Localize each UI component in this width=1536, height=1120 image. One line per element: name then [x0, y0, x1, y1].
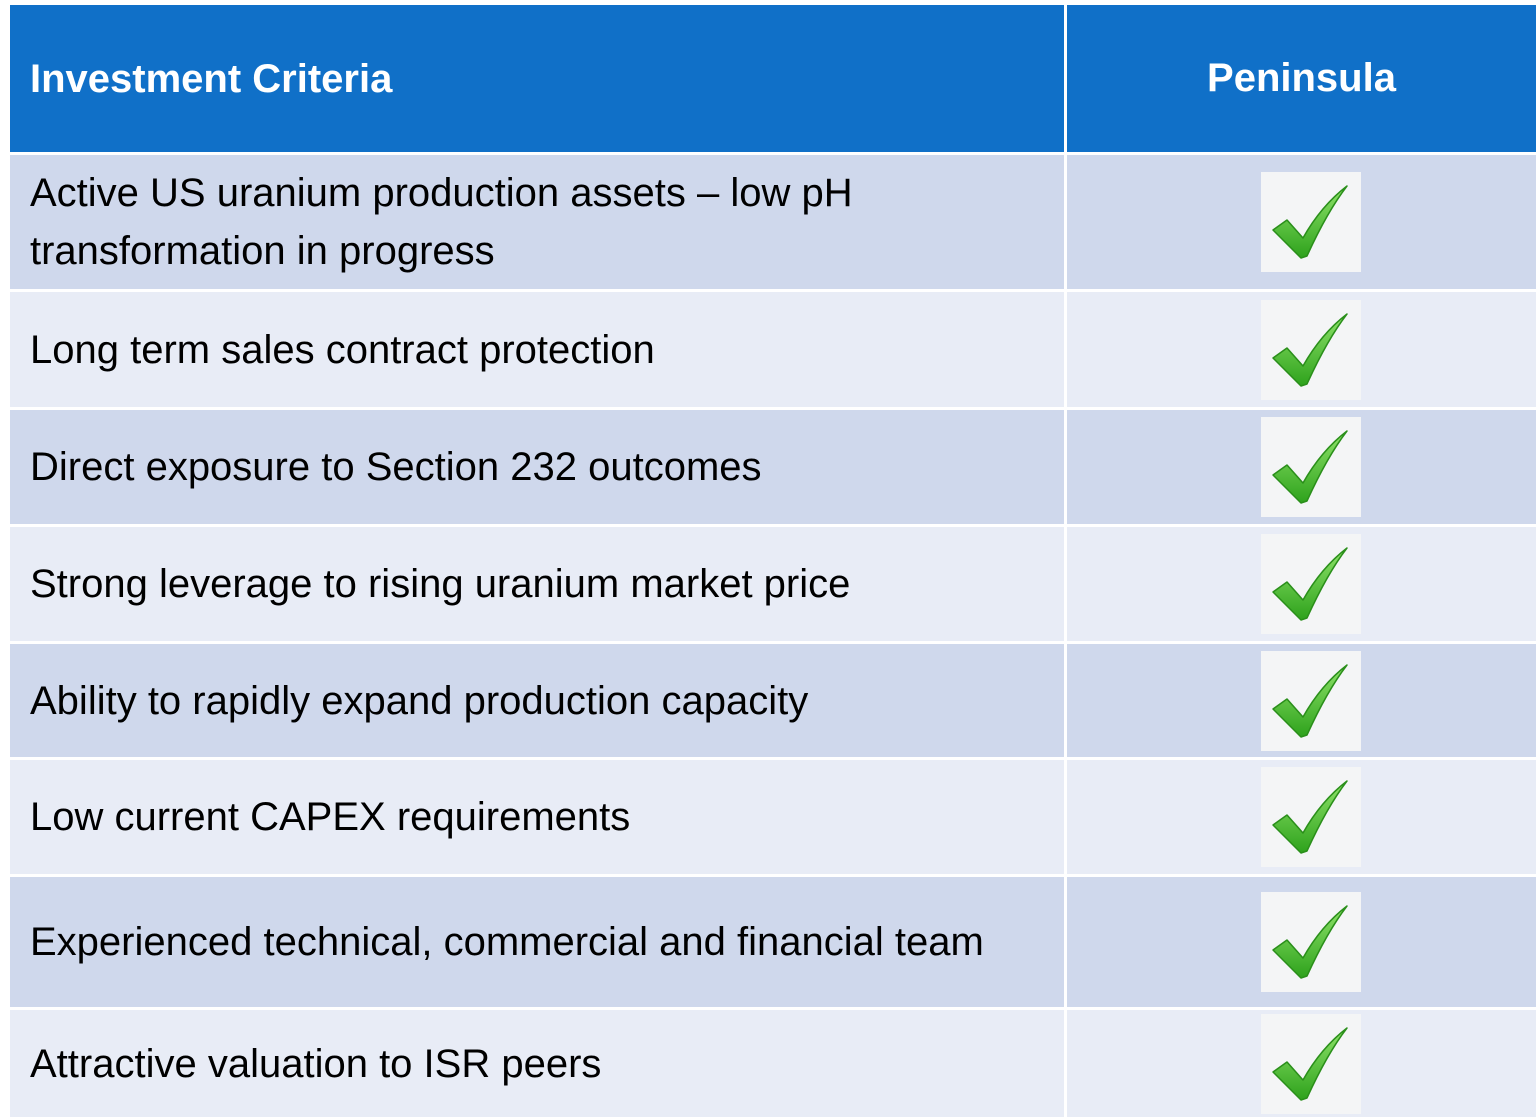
header-cell: Peninsula: [1067, 5, 1536, 152]
table-row: Low current CAPEX requirements: [10, 760, 1536, 877]
check-icon: [1260, 534, 1361, 634]
check-icon: [1260, 172, 1361, 272]
table-row: Active US uranium production assets – lo…: [10, 155, 1536, 292]
check: [1271, 430, 1348, 504]
table-row: Long term sales contract protection: [10, 292, 1536, 410]
check-icon: [1260, 892, 1361, 992]
criteria-text: Active US uranium production assets – lo…: [30, 171, 853, 273]
check-cell: [1067, 292, 1536, 407]
criteria-text: Attractive valuation to ISR peers: [30, 1041, 602, 1086]
criteria-cell: Direct exposure to Section 232 outcomes: [10, 410, 1067, 524]
criteria-cell: Ability to rapidly expand production cap…: [10, 644, 1067, 757]
check-cell: [1067, 877, 1536, 1007]
criteria-cell: Low current CAPEX requirements: [10, 760, 1067, 874]
criteria-text: Direct exposure to Section 232 outcomes: [30, 445, 762, 489]
check-cell: [1067, 644, 1536, 757]
criteria-cell: Active US uranium production assets – lo…: [10, 155, 1067, 289]
table-row: Direct exposure to Section 232 outcomes: [10, 410, 1536, 527]
check-icon: [1260, 1013, 1361, 1114]
criteria-text: Long term sales contract protection: [30, 327, 655, 372]
criteria-text: Strong leverage to rising uranium market…: [30, 562, 851, 606]
table: Investment Criteria Peninsula Active US …: [10, 5, 1536, 1120]
check: [1271, 547, 1348, 621]
check-icon: [1260, 767, 1361, 867]
check: [1271, 905, 1348, 979]
check-icon: [1260, 650, 1361, 751]
table-row: Ability to rapidly expand production cap…: [10, 644, 1536, 760]
criteria-text: Ability to rapidly expand production cap…: [30, 678, 809, 723]
criteria-text: Low current CAPEX requirements: [30, 795, 631, 839]
check-cell: [1067, 1010, 1536, 1117]
header-text: Investment Criteria: [30, 56, 393, 101]
header-text: Peninsula: [1207, 56, 1396, 100]
check-icon: [1260, 417, 1361, 517]
check-cell: [1067, 527, 1536, 641]
table-row: Experienced technical, commercial and fi…: [10, 877, 1536, 1010]
criteria-text: Experienced technical, commercial and fi…: [30, 920, 984, 964]
header-row: Investment Criteria Peninsula: [10, 5, 1536, 155]
table-row: Attractive valuation to ISR peers: [10, 1010, 1536, 1120]
check: [1271, 312, 1348, 387]
check: [1271, 780, 1348, 854]
check: [1271, 185, 1348, 259]
criteria-cell: Long term sales contract protection: [10, 292, 1067, 407]
table-row: Strong leverage to rising uranium market…: [10, 527, 1536, 644]
check-icon: [1260, 299, 1361, 400]
criteria-cell: Experienced technical, commercial and fi…: [10, 877, 1067, 1007]
header-cell: Investment Criteria: [10, 5, 1067, 152]
check-cell: [1067, 410, 1536, 524]
check-cell: [1067, 155, 1536, 289]
check: [1271, 1026, 1348, 1101]
check-cell: [1067, 760, 1536, 874]
check: [1271, 663, 1348, 738]
criteria-cell: Strong leverage to rising uranium market…: [10, 527, 1067, 641]
criteria-cell: Attractive valuation to ISR peers: [10, 1010, 1067, 1117]
